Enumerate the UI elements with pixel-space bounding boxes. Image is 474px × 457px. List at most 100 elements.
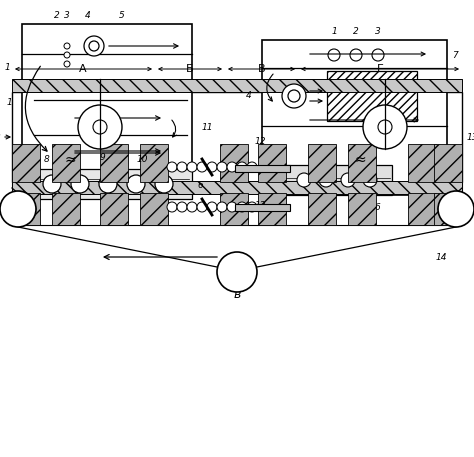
Circle shape: [64, 61, 70, 67]
Bar: [408, 193, 436, 225]
Circle shape: [237, 202, 247, 212]
Text: В: В: [258, 64, 266, 74]
Bar: [12, 182, 462, 225]
Circle shape: [217, 252, 257, 292]
Bar: [220, 144, 248, 182]
Bar: [262, 40, 447, 195]
Bar: [12, 92, 462, 182]
Text: 6: 6: [197, 181, 203, 190]
Bar: [235, 165, 290, 172]
Bar: [434, 144, 462, 182]
Circle shape: [282, 84, 306, 108]
Circle shape: [217, 162, 227, 172]
Bar: [258, 193, 286, 225]
Text: 6: 6: [374, 202, 380, 212]
Circle shape: [93, 120, 107, 134]
Text: ≈: ≈: [64, 153, 76, 167]
Circle shape: [89, 41, 99, 51]
Circle shape: [217, 202, 227, 212]
Text: 1: 1: [4, 63, 10, 71]
Circle shape: [197, 202, 207, 212]
Circle shape: [64, 52, 70, 58]
Bar: [140, 193, 168, 225]
Circle shape: [84, 36, 104, 56]
Text: 4: 4: [246, 91, 252, 101]
Bar: [12, 193, 40, 225]
Circle shape: [207, 162, 217, 172]
Text: 9: 9: [99, 153, 105, 161]
Circle shape: [78, 105, 122, 149]
Bar: [434, 193, 462, 225]
Circle shape: [341, 173, 355, 187]
Bar: [12, 79, 462, 92]
Text: 5: 5: [119, 11, 125, 21]
Text: 2: 2: [54, 11, 60, 21]
Circle shape: [319, 173, 333, 187]
Text: a: a: [103, 201, 111, 214]
Bar: [12, 181, 462, 194]
Circle shape: [71, 175, 89, 193]
Circle shape: [155, 175, 173, 193]
Circle shape: [0, 191, 36, 227]
Circle shape: [378, 120, 392, 134]
Text: 2: 2: [0, 133, 1, 142]
Circle shape: [372, 49, 384, 61]
Text: 3: 3: [375, 27, 381, 37]
Circle shape: [197, 162, 207, 172]
Bar: [348, 193, 376, 225]
Text: 4: 4: [85, 11, 91, 21]
Bar: [100, 144, 128, 182]
Text: в: в: [233, 288, 241, 301]
Bar: [348, 144, 376, 182]
Text: 1: 1: [331, 27, 337, 37]
Circle shape: [167, 202, 177, 212]
Circle shape: [227, 162, 237, 172]
Circle shape: [363, 105, 407, 149]
Bar: [52, 193, 80, 225]
Text: ≈: ≈: [354, 153, 366, 167]
Circle shape: [127, 175, 145, 193]
Circle shape: [247, 162, 257, 172]
Circle shape: [328, 49, 340, 61]
Bar: [22, 169, 192, 199]
Circle shape: [207, 202, 217, 212]
Circle shape: [187, 162, 197, 172]
Circle shape: [363, 173, 377, 187]
Bar: [408, 144, 436, 182]
Circle shape: [297, 173, 311, 187]
Bar: [100, 193, 128, 225]
Bar: [22, 24, 192, 199]
Circle shape: [227, 202, 237, 212]
Bar: [52, 144, 80, 182]
Circle shape: [167, 162, 177, 172]
Circle shape: [288, 90, 300, 102]
Text: б: б: [350, 203, 358, 216]
Text: 8: 8: [44, 155, 50, 165]
Text: 12: 12: [254, 138, 266, 147]
Bar: [140, 144, 168, 182]
Bar: [327, 71, 417, 121]
Circle shape: [438, 191, 474, 227]
Circle shape: [350, 49, 362, 61]
Text: 3: 3: [64, 11, 70, 21]
Text: 14: 14: [435, 253, 447, 261]
Circle shape: [43, 175, 61, 193]
Text: 11: 11: [201, 122, 213, 132]
Text: 7: 7: [452, 51, 458, 59]
Bar: [308, 193, 336, 225]
Bar: [280, 165, 392, 195]
Text: 12: 12: [254, 201, 266, 209]
Circle shape: [64, 43, 70, 49]
Circle shape: [177, 162, 187, 172]
Circle shape: [177, 202, 187, 212]
Bar: [308, 144, 336, 182]
Bar: [258, 144, 286, 182]
Bar: [235, 204, 290, 211]
Text: 13: 13: [466, 133, 474, 142]
Bar: [220, 193, 248, 225]
Circle shape: [99, 175, 117, 193]
Text: A: A: [79, 64, 87, 74]
Circle shape: [187, 202, 197, 212]
Circle shape: [237, 162, 247, 172]
Text: 10: 10: [136, 155, 148, 165]
